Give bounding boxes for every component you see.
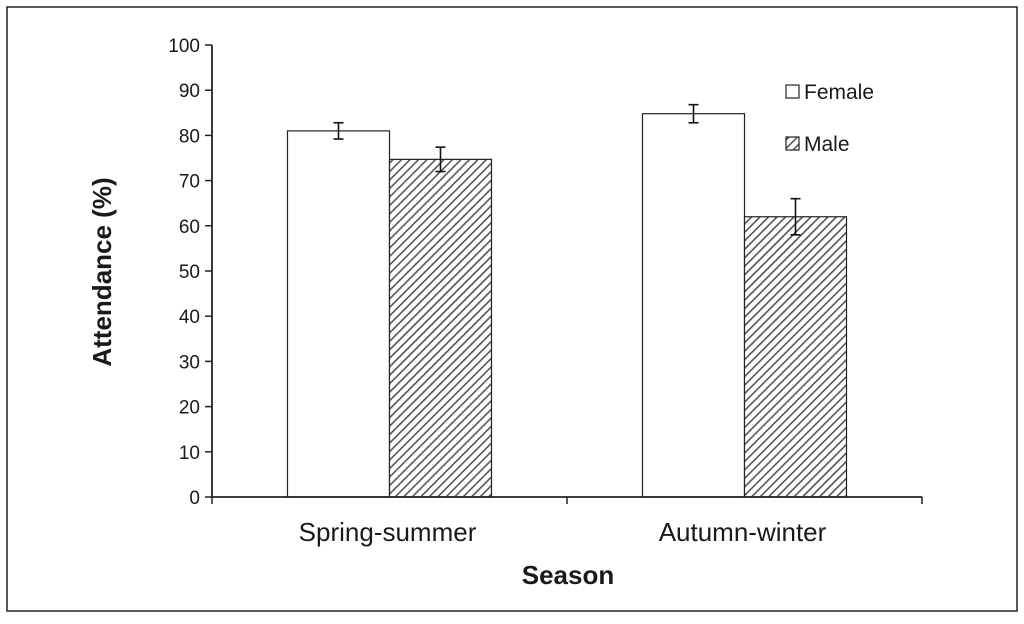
y-tick-label: 50 (179, 262, 200, 283)
y-tick-label: 20 (179, 398, 200, 419)
legend-swatch-male (785, 136, 800, 151)
y-tick-label: 40 (179, 307, 200, 328)
bar-male-autumn-winter (743, 216, 848, 498)
y-tick-label: 90 (179, 81, 200, 102)
y-tick-label: 0 (189, 488, 200, 509)
x-axis-title: Season (522, 560, 615, 590)
legend-label-female: Female (804, 81, 874, 104)
bar-female-spring-summer (286, 130, 391, 498)
y-tick-label: 70 (179, 172, 200, 193)
x-category-label: Autumn-winter (659, 517, 827, 547)
x-axis-labels: Spring-summer Autumn-winter (299, 517, 827, 547)
y-tick-label: 100 (168, 36, 200, 57)
outer-border (6, 6, 1018, 612)
y-axis-ticks: 0 10 20 30 40 50 60 70 80 90 100 (168, 36, 212, 509)
x-category-label: Spring-summer (299, 517, 477, 547)
y-tick-label: 10 (179, 443, 200, 464)
legend-label-male: Male (804, 133, 850, 156)
legend: Female Male (785, 81, 874, 156)
bars-group (286, 113, 848, 498)
y-tick-label: 60 (179, 217, 200, 238)
error-bars-group (333, 103, 801, 236)
y-tick-label: 30 (179, 352, 200, 373)
y-tick-label: 80 (179, 126, 200, 147)
bar-female-autumn-winter (641, 113, 746, 498)
legend-swatch-female (785, 84, 800, 99)
y-axis-title: Attendance (%) (87, 177, 117, 366)
axes-group (211, 45, 923, 504)
bar-male-spring-summer (388, 158, 493, 498)
